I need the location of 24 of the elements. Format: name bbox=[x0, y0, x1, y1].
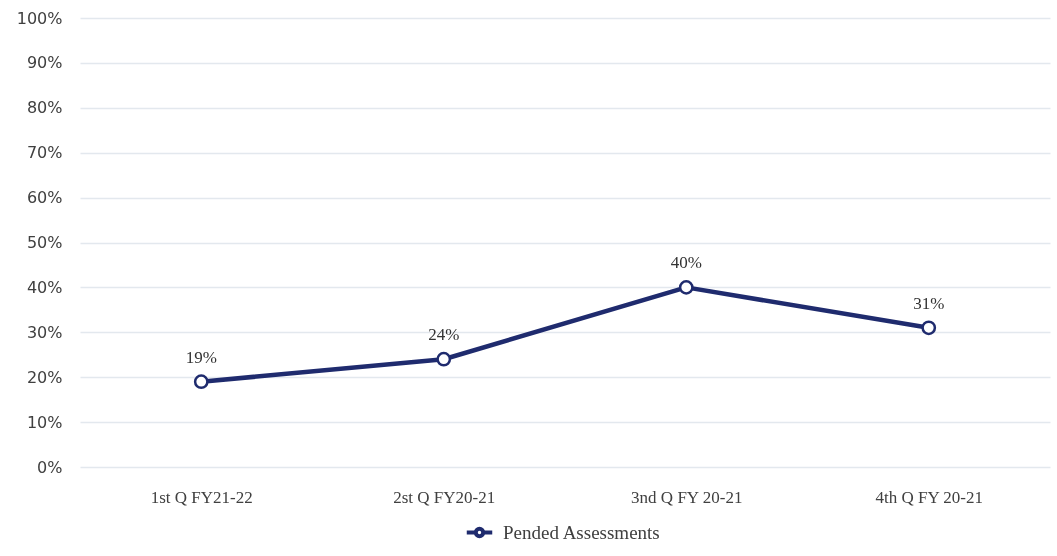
data-label: 24% bbox=[428, 325, 460, 345]
y-tick-label: 20% bbox=[26, 367, 63, 387]
point bbox=[921, 320, 937, 336]
y-tick-label: 60% bbox=[26, 188, 63, 208]
y-tick-label: 100% bbox=[16, 8, 63, 28]
point bbox=[436, 351, 452, 367]
y-tick-label: 70% bbox=[26, 143, 63, 163]
y-tick-label: 30% bbox=[26, 322, 63, 342]
y-tick-label: 10% bbox=[26, 412, 63, 432]
y-tick-label: 0% bbox=[37, 457, 63, 477]
x-tick-label: 4th Q FY 20-21 bbox=[875, 487, 984, 507]
data-label: 31% bbox=[913, 293, 945, 313]
data-label: 19% bbox=[185, 347, 217, 367]
point bbox=[193, 374, 209, 390]
point bbox=[678, 280, 694, 295]
y-tick-label: 40% bbox=[26, 277, 63, 297]
y-tick-label: 80% bbox=[26, 98, 63, 118]
data-label: 40% bbox=[670, 253, 702, 273]
x-tick-label: 3nd Q FY 20-21 bbox=[631, 487, 743, 507]
y-tick-label: 50% bbox=[26, 233, 63, 252]
legend-label: Pended Assessments bbox=[503, 521, 660, 543]
x-tick-label: 1st Q FY21-22 bbox=[150, 487, 253, 507]
y-tick-label: 90% bbox=[26, 53, 63, 73]
x-tick-label: 2st Q FY20-21 bbox=[393, 487, 496, 507]
